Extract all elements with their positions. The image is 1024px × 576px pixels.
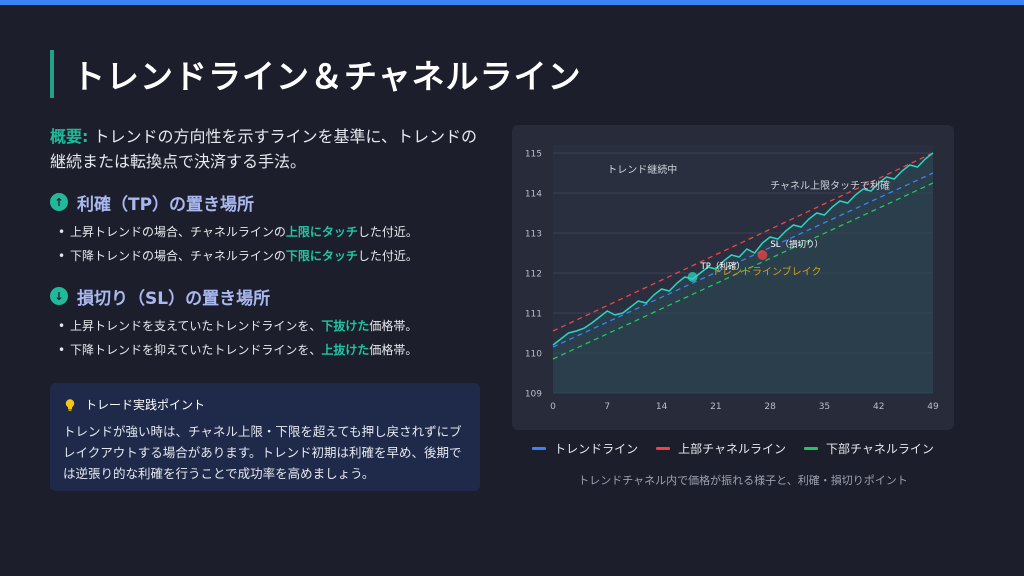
legend-label: 下部チャネルライン [826, 442, 934, 456]
legend-swatch [804, 447, 818, 450]
content-column: 概要: トレンドの方向性を示すラインを基準に、トレンドの継続または転換点で決済す… [50, 124, 482, 362]
item-text: した付近。 [357, 225, 418, 239]
tp-list: 上昇トレンドの場合、チャネルラインの上限にタッチした付近。 下降トレンドの場合、… [50, 220, 482, 268]
series-line [552, 182, 934, 360]
list-item: 上昇トレンドの場合、チャネルラインの上限にタッチした付近。 [50, 220, 482, 244]
item-text: した付近。 [357, 249, 418, 263]
sl-section-header: ↓ 損切り（SL）の置き場所 [50, 282, 482, 310]
tip-title: トレード実践ポイント [85, 398, 206, 412]
point-marker [757, 250, 768, 260]
item-text: 上昇トレンドの場合、チャネルラインの [70, 225, 286, 239]
title-block: トレンドライン＆チャネルライン [50, 50, 582, 98]
sl-section-title: 損切り（SL）の置き場所 [77, 288, 271, 309]
chart-caption: トレンドチャネル内で価格が振れる様子と、利確・損切りポイント [578, 474, 908, 487]
title-accent-bar [50, 50, 54, 98]
item-text: 下降トレンドの場合、チャネルラインの [70, 249, 286, 263]
list-item: 上昇トレンドを支えていたトレンドラインを、下抜けた価格帯。 [50, 314, 482, 338]
tip-body: トレンドが強い時は、チャネル上限・下限を超えても押し戻されずにブレイクアウトする… [63, 424, 462, 481]
y-tick-label: 115 [525, 150, 542, 160]
legend-swatch [656, 447, 671, 450]
x-tick-label: 42 [873, 402, 884, 412]
x-tick-label: 7 [604, 402, 610, 412]
chart-annotation: トレンドラインブレイク [712, 265, 822, 278]
point-label: TP（利確） [700, 261, 745, 272]
item-highlight: 上限にタッチ [285, 225, 358, 239]
x-tick-label: 49 [927, 402, 939, 412]
sl-list: 上昇トレンドを支えていたトレンドラインを、下抜けた価格帯。 下降トレンドを抑えて… [50, 314, 482, 362]
y-tick-label: 112 [525, 270, 542, 280]
chart-panel: 109 110 111 112 113 114 115 0 7 14 21 28 35 42 49 TP（利確… [512, 125, 954, 430]
x-tick-label: 0 [550, 402, 556, 412]
summary-label: 概要: [50, 127, 89, 146]
chart-annotation: チャネル上限タッチで利確 [770, 179, 890, 192]
y-tick-label: 113 [525, 230, 542, 240]
series-line [552, 172, 934, 348]
summary-text: トレンドの方向性を示すラインを基準に、トレンドの継続または転換点で決済する手法。 [50, 127, 478, 171]
point-label: SL（損切り） [770, 239, 823, 250]
top-accent-bar [0, 0, 1024, 5]
tip-header: トレード実践ポイント [63, 396, 205, 413]
trend-channel-chart: 109 110 111 112 113 114 115 0 7 14 21 28 35 42 49 TP（利確… [525, 145, 939, 412]
summary: 概要: トレンドの方向性を示すラインを基準に、トレンドの継続または転換点で決済す… [50, 124, 482, 174]
arrow-up-circle-icon: ↑ [50, 193, 68, 211]
legend-item: 下部チャネルライン [804, 440, 934, 457]
legend-swatch [532, 447, 547, 450]
y-tick-label: 111 [525, 310, 542, 320]
x-tick-label: 35 [819, 402, 830, 412]
item-highlight: 下限にタッチ [285, 249, 358, 263]
y-tick-label: 110 [525, 350, 542, 360]
price-line [552, 152, 934, 346]
series-line [552, 152, 934, 332]
item-highlight: 上抜けた [321, 343, 370, 357]
lightbulb-icon [65, 398, 75, 411]
y-tick-label: 114 [525, 190, 542, 200]
item-text: 上昇トレンドを支えていたトレンドラインを、 [70, 319, 322, 333]
legend-item: 上部チャネルライン [656, 440, 786, 457]
tip-box: トレード実践ポイント トレンドが強い時は、チャネル上限・下限を超えても押し戻され… [50, 383, 480, 491]
list-item: 下降トレンドを抑えていたトレンドラインを、上抜けた価格帯。 [50, 338, 482, 362]
legend-label: 上部チャネルライン [678, 442, 786, 456]
chart-annotation: トレンド継続中 [607, 163, 677, 176]
list-item: 下降トレンドの場合、チャネルラインの下限にタッチした付近。 [50, 244, 482, 268]
item-text: 価格帯。 [369, 319, 418, 333]
item-text: 価格帯。 [369, 343, 418, 357]
price-area [553, 153, 933, 393]
legend-label: トレンドライン [554, 442, 639, 456]
x-tick-label: 14 [656, 402, 668, 412]
x-tick-label: 21 [710, 402, 721, 412]
item-highlight: 下抜けた [321, 319, 370, 333]
y-tick-label: 109 [525, 390, 542, 400]
chart-legend: トレンドライン 上部チャネルライン 下部チャネルライン [512, 440, 954, 457]
tp-section-header: ↑ 利確（TP）の置き場所 [50, 188, 482, 216]
legend-item: トレンドライン [532, 440, 638, 457]
tp-section-title: 利確（TP）の置き場所 [77, 194, 255, 215]
page-title: トレンドライン＆チャネルライン [72, 57, 582, 96]
x-tick-label: 28 [764, 402, 776, 412]
point-marker [687, 272, 698, 282]
arrow-down-circle-icon: ↓ [50, 287, 68, 305]
item-text: 下降トレンドを抑えていたトレンドラインを、 [70, 343, 322, 357]
